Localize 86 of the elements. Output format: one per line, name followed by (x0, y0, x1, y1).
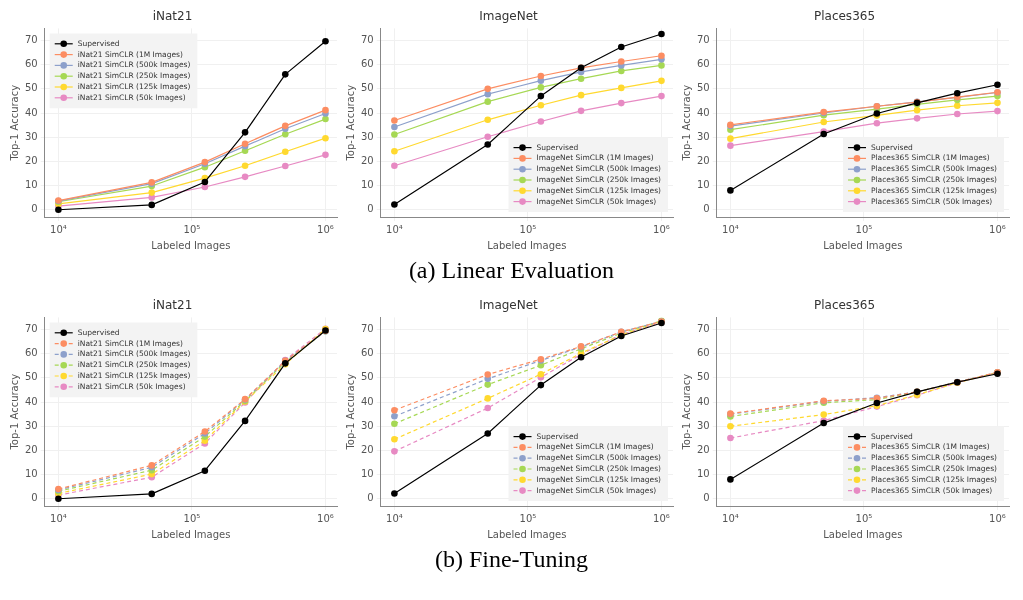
y-tick-label: 40 (360, 106, 374, 118)
y-tick-label: 40 (24, 106, 38, 118)
y-tick-label: 60 (696, 58, 710, 70)
x-tick-label: 10⁶ (317, 512, 334, 524)
x-axis-title: Labeled Images (151, 239, 231, 251)
chart-title: ImageNet (479, 9, 539, 24)
y-tick-label: 0 (703, 203, 710, 215)
y-tick-label: 20 (24, 154, 38, 166)
y-tick-label: 30 (24, 130, 38, 142)
y-tick-label: 30 (696, 130, 710, 142)
y-tick-label: 20 (696, 154, 710, 166)
y-tick-label: 0 (703, 492, 710, 504)
y-tick-label: 70 (360, 34, 374, 46)
x-tick-label: 10⁴ (722, 512, 739, 524)
y-tick-label: 60 (696, 347, 710, 359)
y-tick-label: 0 (31, 492, 38, 504)
y-tick-label: 70 (360, 323, 374, 335)
chart-title: iNat21 (152, 298, 193, 313)
x-tick-label: 10⁵ (519, 223, 537, 235)
chart-title: iNat21 (152, 9, 193, 24)
x-tick-label: 10⁶ (989, 512, 1006, 524)
y-tick-label: 20 (24, 443, 38, 455)
x-tick-label: 10⁴ (722, 223, 739, 235)
chart-title: ImageNet (479, 298, 539, 313)
y-tick-label: 70 (696, 34, 710, 46)
y-axis-title: Top-1 Accuracy (680, 84, 692, 162)
y-tick-label: 50 (24, 371, 38, 383)
x-tick-label: 10⁵ (183, 512, 201, 524)
y-tick-label: 60 (24, 58, 38, 70)
x-tick-label: 10⁴ (386, 223, 403, 235)
y-tick-label: 10 (696, 179, 710, 191)
y-tick-label: 10 (24, 468, 38, 480)
y-tick-label: 0 (367, 203, 374, 215)
x-tick-label: 10⁶ (317, 223, 334, 235)
x-tick-label: 10⁵ (183, 223, 201, 235)
x-tick-label: 10⁶ (989, 223, 1006, 235)
y-tick-label: 50 (360, 82, 374, 94)
y-tick-label: 0 (367, 492, 374, 504)
x-axis-title: Labeled Images (487, 239, 567, 251)
y-tick-label: 70 (24, 323, 38, 335)
y-tick-label: 60 (360, 347, 374, 359)
x-axis-title: Labeled Images (823, 528, 903, 540)
x-axis-title: Labeled Images (151, 528, 231, 540)
y-axis-title: Top-1 Accuracy (8, 373, 20, 451)
y-tick-label: 20 (360, 443, 374, 455)
y-axis-title: Top-1 Accuracy (680, 373, 692, 451)
chart-title: Places365 (813, 298, 876, 313)
y-tick-label: 50 (24, 82, 38, 94)
y-tick-label: 70 (24, 34, 38, 46)
y-tick-label: 70 (696, 323, 710, 335)
y-tick-label: 20 (696, 443, 710, 455)
y-axis-title: Top-1 Accuracy (344, 373, 356, 451)
y-tick-label: 30 (360, 419, 374, 431)
chart-title: Places365 (813, 9, 876, 24)
y-tick-label: 30 (696, 419, 710, 431)
y-tick-label: 10 (696, 468, 710, 480)
x-tick-label: 10⁶ (653, 223, 670, 235)
y-tick-label: 60 (360, 58, 374, 70)
x-axis-title: Labeled Images (823, 239, 903, 251)
text: (b) Fine-Tuning (433, 545, 590, 574)
x-tick-label: 10⁶ (653, 512, 670, 524)
x-axis-title: Labeled Images (487, 528, 567, 540)
y-tick-label: 20 (360, 154, 374, 166)
text: (a) Linear Evaluation (407, 256, 616, 285)
x-tick-label: 10⁴ (386, 512, 403, 524)
y-tick-label: 10 (360, 179, 374, 191)
y-tick-label: 30 (360, 130, 374, 142)
y-tick-label: 10 (24, 179, 38, 191)
y-tick-label: 40 (696, 395, 710, 407)
y-axis-title: Top-1 Accuracy (344, 84, 356, 162)
y-axis-title: Top-1 Accuracy (8, 84, 20, 162)
x-tick-label: 10⁴ (50, 223, 67, 235)
x-tick-label: 10⁵ (855, 512, 873, 524)
y-tick-label: 50 (696, 82, 710, 94)
y-tick-label: 40 (696, 106, 710, 118)
y-tick-label: 40 (360, 395, 374, 407)
x-tick-label: 10⁵ (855, 223, 873, 235)
y-tick-label: 30 (24, 419, 38, 431)
y-tick-label: 0 (31, 203, 38, 215)
y-tick-label: 10 (360, 468, 374, 480)
y-tick-label: 50 (696, 371, 710, 383)
x-tick-label: 10⁵ (519, 512, 537, 524)
y-tick-label: 60 (24, 347, 38, 359)
y-tick-label: 40 (24, 395, 38, 407)
y-tick-label: 50 (360, 371, 374, 383)
x-tick-label: 10⁴ (50, 512, 67, 524)
